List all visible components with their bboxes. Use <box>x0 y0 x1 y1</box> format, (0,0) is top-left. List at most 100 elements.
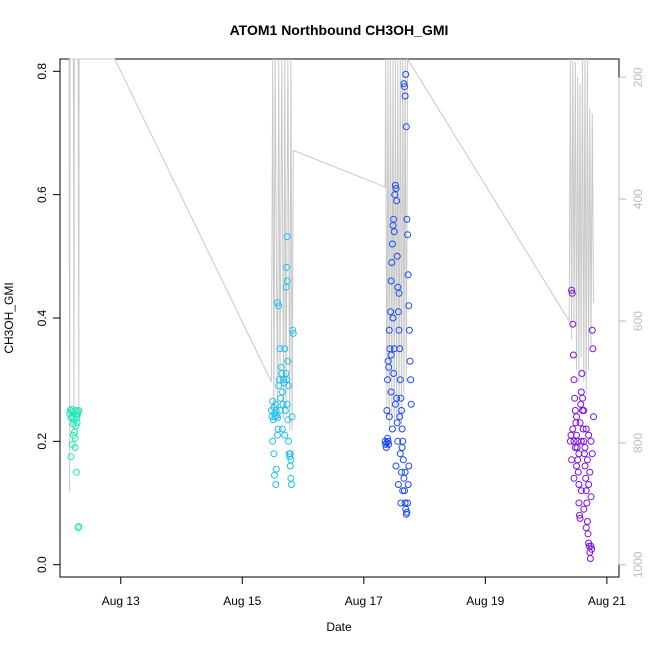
data-point <box>275 382 283 390</box>
data-point <box>274 431 281 439</box>
data-point <box>272 407 280 414</box>
data-point <box>390 370 398 377</box>
data-point <box>394 481 402 488</box>
data-point <box>385 326 393 334</box>
data-point <box>388 240 396 248</box>
y2-tick-label: 200 <box>631 67 645 87</box>
y2-tick-label: 800 <box>631 433 645 453</box>
data-point <box>275 376 283 384</box>
data-point <box>72 468 80 476</box>
data-point <box>274 299 281 307</box>
y-tick-label: 0.0 <box>35 556 49 573</box>
x-tick-label: Aug 21 <box>588 594 626 608</box>
data-point <box>288 481 295 488</box>
data-point <box>577 487 585 495</box>
x-axis-label: Date <box>326 620 352 634</box>
data-point <box>398 444 406 451</box>
data-point <box>405 462 413 470</box>
data-point <box>585 481 593 488</box>
data-point <box>576 511 583 519</box>
data-point <box>281 407 289 414</box>
data-point <box>398 468 405 476</box>
data-point <box>577 437 585 445</box>
data-point <box>384 376 391 384</box>
data-point <box>404 481 412 488</box>
data-point <box>573 462 580 470</box>
data-point <box>569 425 577 433</box>
data-point <box>278 425 286 433</box>
y2-tick-label: 400 <box>631 189 645 209</box>
data-point <box>588 450 596 458</box>
data-point <box>578 370 586 377</box>
data-point <box>583 499 591 507</box>
y-tick-label: 0.8 <box>35 63 49 80</box>
x-tick-label: Aug 13 <box>102 594 140 608</box>
data-point <box>387 308 394 316</box>
data-point <box>580 505 588 513</box>
data-point <box>383 439 391 447</box>
data-point <box>384 437 392 445</box>
data-point <box>579 394 586 402</box>
data-point <box>582 474 590 482</box>
data-point <box>404 499 412 507</box>
y-tick-label: 0.6 <box>35 186 49 203</box>
data-point <box>402 70 410 78</box>
data-point <box>401 83 408 91</box>
data-point <box>394 437 402 445</box>
data-point <box>274 414 281 422</box>
data-point <box>393 394 401 402</box>
data-point <box>283 263 291 271</box>
y2-tick-label: 1000 <box>631 551 645 578</box>
data-point <box>283 277 291 285</box>
data-point <box>402 505 410 513</box>
data-points-layer <box>66 70 597 562</box>
data-point <box>568 289 576 297</box>
data-point <box>271 471 278 479</box>
data-point <box>574 468 582 476</box>
y-tick-label: 0.2 <box>35 433 49 450</box>
data-point <box>286 462 294 470</box>
data-point <box>582 425 590 433</box>
data-point <box>404 231 412 239</box>
data-point <box>393 197 401 205</box>
data-point <box>396 376 404 384</box>
data-point <box>275 302 283 310</box>
data-point <box>69 431 77 439</box>
data-point <box>279 400 287 408</box>
data-point <box>587 493 595 501</box>
data-point <box>269 437 277 445</box>
data-point <box>395 326 403 334</box>
data-point <box>586 555 594 562</box>
y-axis-label: CH3OH_GMI <box>2 282 16 353</box>
data-point <box>393 419 401 427</box>
x-tick-label: Aug 17 <box>345 594 383 608</box>
data-point <box>270 450 278 458</box>
data-point <box>388 259 396 266</box>
data-point <box>396 413 404 421</box>
data-point <box>391 181 399 189</box>
data-point <box>289 326 297 334</box>
data-point <box>75 522 83 530</box>
data-point <box>569 351 577 359</box>
x-tick-label: Aug 19 <box>466 594 504 608</box>
data-point <box>569 320 577 328</box>
data-point <box>570 376 578 384</box>
data-point <box>401 468 409 476</box>
altitude-trace-layer <box>68 57 594 492</box>
data-point <box>590 413 597 421</box>
data-point <box>577 400 585 408</box>
data-point <box>587 437 595 445</box>
data-point <box>399 487 407 495</box>
data-point <box>571 407 579 414</box>
data-point <box>577 388 585 396</box>
data-point <box>585 431 593 439</box>
data-point <box>387 351 395 359</box>
data-point <box>272 465 280 473</box>
data-point <box>384 357 392 365</box>
data-point <box>385 363 393 371</box>
data-point <box>276 407 284 414</box>
data-point <box>385 440 393 448</box>
data-point <box>575 450 583 458</box>
